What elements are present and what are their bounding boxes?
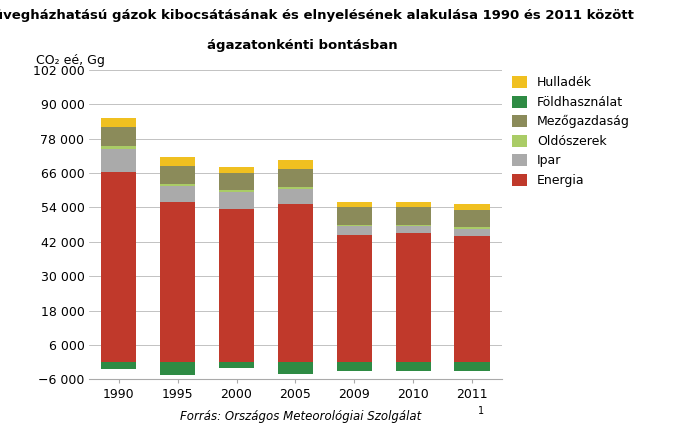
Bar: [454, 228, 490, 229]
Bar: [101, 127, 137, 146]
Bar: [219, 190, 254, 191]
Bar: [160, 184, 195, 186]
Bar: [337, 201, 372, 208]
Bar: [219, 209, 254, 362]
Bar: [219, 191, 254, 209]
Bar: [454, 210, 490, 228]
Bar: [160, 157, 195, 166]
Text: Az üvegházhatású gázok kibocsátásának és elnyelésének alakulása 1990 és 2011 köz: Az üvegházhatású gázok kibocsátásának és…: [0, 9, 633, 22]
Bar: [219, 167, 254, 173]
Bar: [219, 173, 254, 190]
Bar: [101, 146, 137, 149]
Text: 1: 1: [477, 406, 484, 416]
Bar: [454, 362, 490, 371]
Bar: [337, 362, 372, 371]
Bar: [101, 119, 137, 127]
Bar: [396, 201, 431, 208]
Y-axis label: CO₂ eé, Gg: CO₂ eé, Gg: [36, 54, 104, 67]
Bar: [160, 166, 195, 184]
Bar: [160, 201, 195, 362]
Bar: [337, 225, 372, 226]
Bar: [396, 208, 431, 225]
Bar: [219, 362, 254, 368]
Bar: [278, 187, 313, 189]
Bar: [337, 235, 372, 362]
Bar: [278, 160, 313, 169]
Bar: [337, 226, 372, 235]
Bar: [454, 204, 490, 210]
Bar: [454, 229, 490, 236]
Bar: [160, 186, 195, 201]
Bar: [160, 362, 195, 375]
Bar: [337, 208, 372, 225]
Bar: [278, 204, 313, 362]
Bar: [278, 362, 313, 374]
Bar: [454, 236, 490, 362]
Bar: [396, 226, 431, 233]
Bar: [101, 362, 137, 369]
Bar: [396, 233, 431, 362]
Bar: [396, 362, 431, 371]
Bar: [278, 169, 313, 187]
Legend: Hulladék, Földhasználat, Mezőgazdaság, Oldószerek, Ipar, Energia: Hulladék, Földhasználat, Mezőgazdaság, O…: [512, 76, 630, 187]
Bar: [278, 189, 313, 204]
Bar: [101, 171, 137, 362]
Text: ágazatonkénti bontásban: ágazatonkénti bontásban: [207, 39, 398, 52]
Bar: [101, 149, 137, 171]
Text: Forrás: Országos Meteorológiai Szolgálat: Forrás: Országos Meteorológiai Szolgálat: [180, 410, 425, 423]
Bar: [396, 225, 431, 226]
